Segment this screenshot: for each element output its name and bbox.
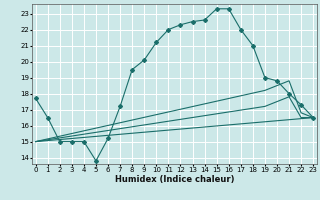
X-axis label: Humidex (Indice chaleur): Humidex (Indice chaleur) <box>115 175 234 184</box>
